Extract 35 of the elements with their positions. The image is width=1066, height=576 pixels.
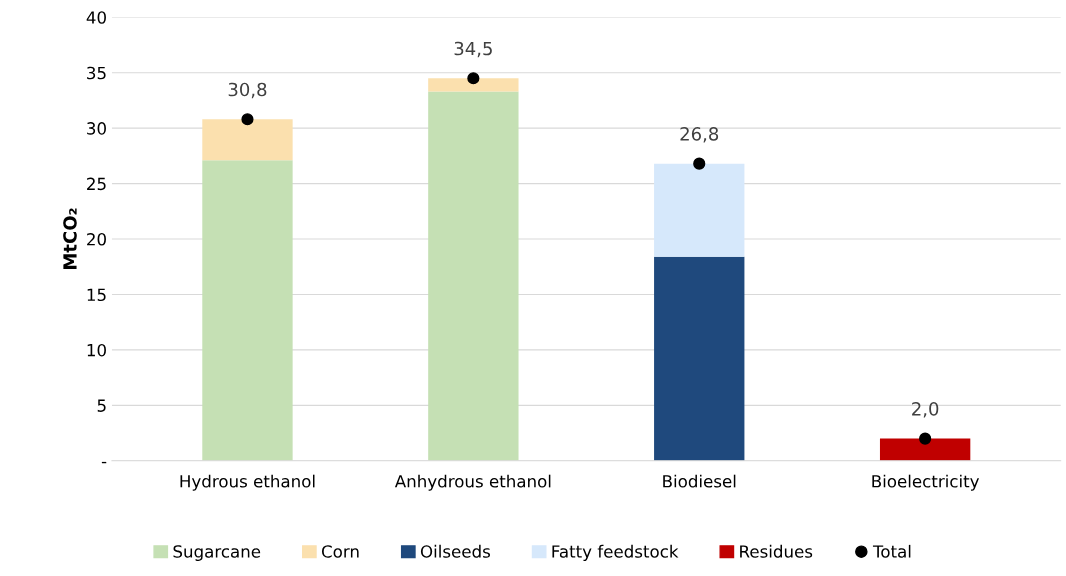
y-tick-label: - [101,461,107,464]
legend-label: Oilseeds [420,544,490,558]
bar [654,256,745,461]
y-tick-label: 10 [87,343,106,357]
data-label: 34,5 [454,41,492,58]
y-axis-title: MtCO₂ [63,208,77,269]
point [467,72,480,85]
x-tick-label: Hydrous ethanol [180,474,315,491]
y-tick-label: 5 [97,399,106,412]
y-tick-label: 30 [87,122,106,135]
x-tick-label: Bioelectricity [872,474,980,491]
point [919,432,932,445]
data-label: 2,0 [912,402,939,418]
legend-label: Corn [321,545,359,558]
legend-label: Total [872,544,911,558]
data-label: 30,8 [228,82,267,99]
point [693,157,706,170]
y-tick-label: 35 [87,66,106,80]
x-tick-label: Anhydrous ethanol [394,474,551,491]
legend-label: Fatty feedstock [552,544,679,561]
y-tick-label: 40 [86,11,106,24]
y-tick-label: 25 [87,177,106,191]
y-tick-label: 15 [87,288,106,302]
bar [202,160,293,461]
legend-label: Residues [740,544,813,558]
x-tick-label: Biodiesel [663,474,736,488]
data-label: 26,8 [680,127,719,143]
bar [654,163,745,257]
bar [428,91,519,461]
bar [202,119,293,161]
legend-label: Sugarcane [173,545,261,561]
point [241,113,254,126]
y-tick-label: 20 [87,233,106,246]
bar [428,78,519,92]
bar [879,438,971,461]
